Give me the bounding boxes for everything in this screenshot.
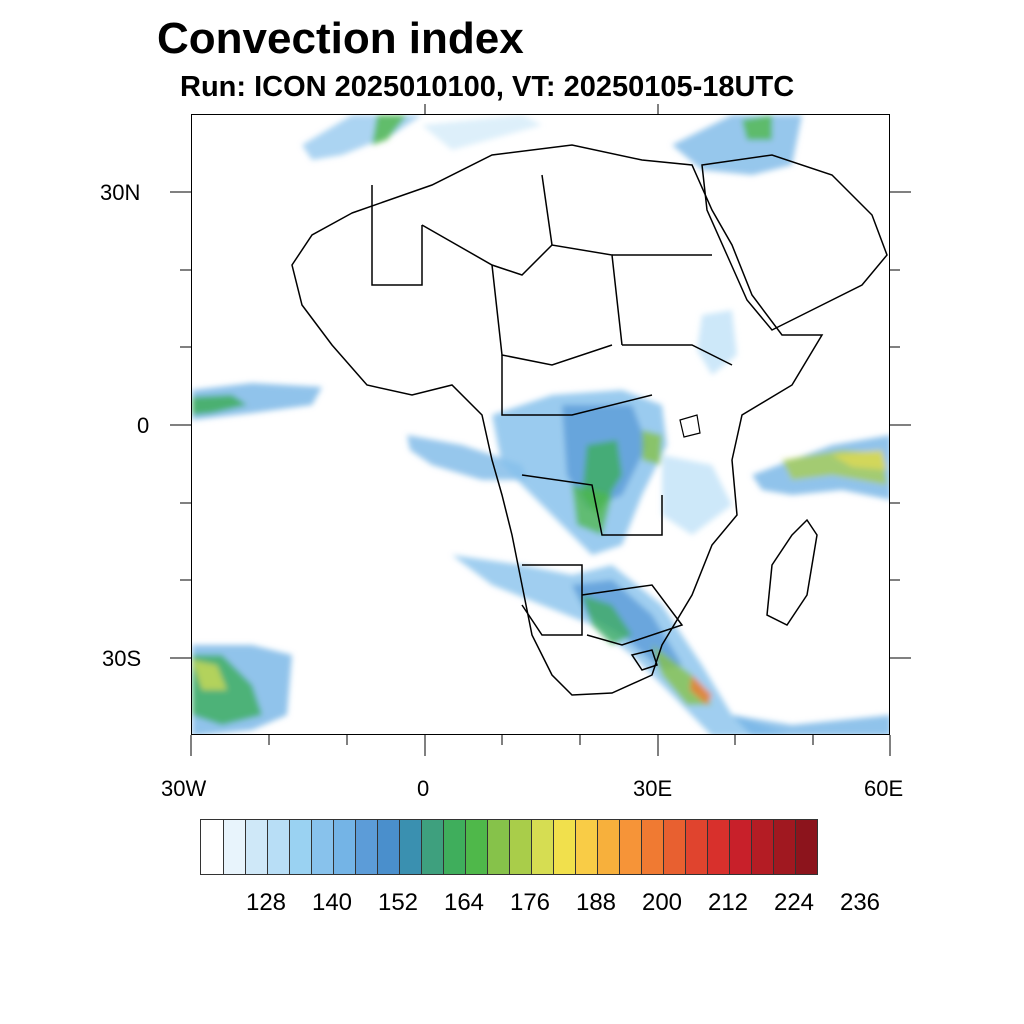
colorbar-cell xyxy=(729,820,751,874)
chart-title: Convection index xyxy=(157,14,524,63)
colorbar-label: 212 xyxy=(707,889,749,916)
colorbar-label: 188 xyxy=(575,889,617,916)
lon-label-0: 0 xyxy=(417,776,430,801)
colorbar-cell xyxy=(751,820,773,874)
colorbar-cell xyxy=(531,820,553,874)
colorbar-cell xyxy=(289,820,311,874)
colorbar xyxy=(200,819,818,875)
colorbar-cell xyxy=(465,820,487,874)
colorbar-cell xyxy=(641,820,663,874)
colorbar-cell xyxy=(267,820,289,874)
convection-field xyxy=(192,115,889,734)
colorbar-cell xyxy=(795,820,817,874)
colorbar-cell xyxy=(685,820,707,874)
colorbar-label: 164 xyxy=(443,889,485,916)
colorbar-cell xyxy=(663,820,685,874)
colorbar-label: 140 xyxy=(311,889,353,916)
colorbar-cell xyxy=(399,820,421,874)
lake-outline xyxy=(679,414,701,438)
colorbar-cell xyxy=(201,820,223,874)
colorbar-cell xyxy=(443,820,465,874)
lat-label-30n: 30N xyxy=(100,180,141,205)
colorbar-cell xyxy=(487,820,509,874)
lon-label-30e: 30E xyxy=(633,776,673,801)
colorbar-label: 128 xyxy=(245,889,287,916)
colorbar-cell xyxy=(245,820,267,874)
colorbar-cell xyxy=(377,820,399,874)
colorbar-cell xyxy=(311,820,333,874)
colorbar-cell xyxy=(553,820,575,874)
colorbar-label: 152 xyxy=(377,889,419,916)
colorbar-label: 224 xyxy=(773,889,815,916)
colorbar-label: 200 xyxy=(641,889,683,916)
colorbar-label: 176 xyxy=(509,889,551,916)
colorbar-cell xyxy=(223,820,245,874)
map-canvas xyxy=(192,115,889,734)
colorbar-cell xyxy=(575,820,597,874)
colorbar-label: 236 xyxy=(839,889,881,916)
colorbar-cell xyxy=(355,820,377,874)
colorbar-cell xyxy=(707,820,729,874)
chart-subtitle: Run: ICON 2025010100, VT: 20250105-18UTC xyxy=(180,71,795,103)
map-panel xyxy=(191,114,890,735)
colorbar-cell xyxy=(333,820,355,874)
colorbar-cell xyxy=(421,820,443,874)
colorbar-cell xyxy=(773,820,795,874)
colorbar-cell xyxy=(597,820,619,874)
lon-label-30w: 30W xyxy=(161,776,207,801)
lat-label-30s: 30S xyxy=(102,646,142,671)
colorbar-cell xyxy=(619,820,641,874)
coastlines xyxy=(291,144,888,696)
lon-label-60e: 60E xyxy=(864,776,904,801)
colorbar-cell xyxy=(509,820,531,874)
lat-label-0: 0 xyxy=(137,413,150,438)
